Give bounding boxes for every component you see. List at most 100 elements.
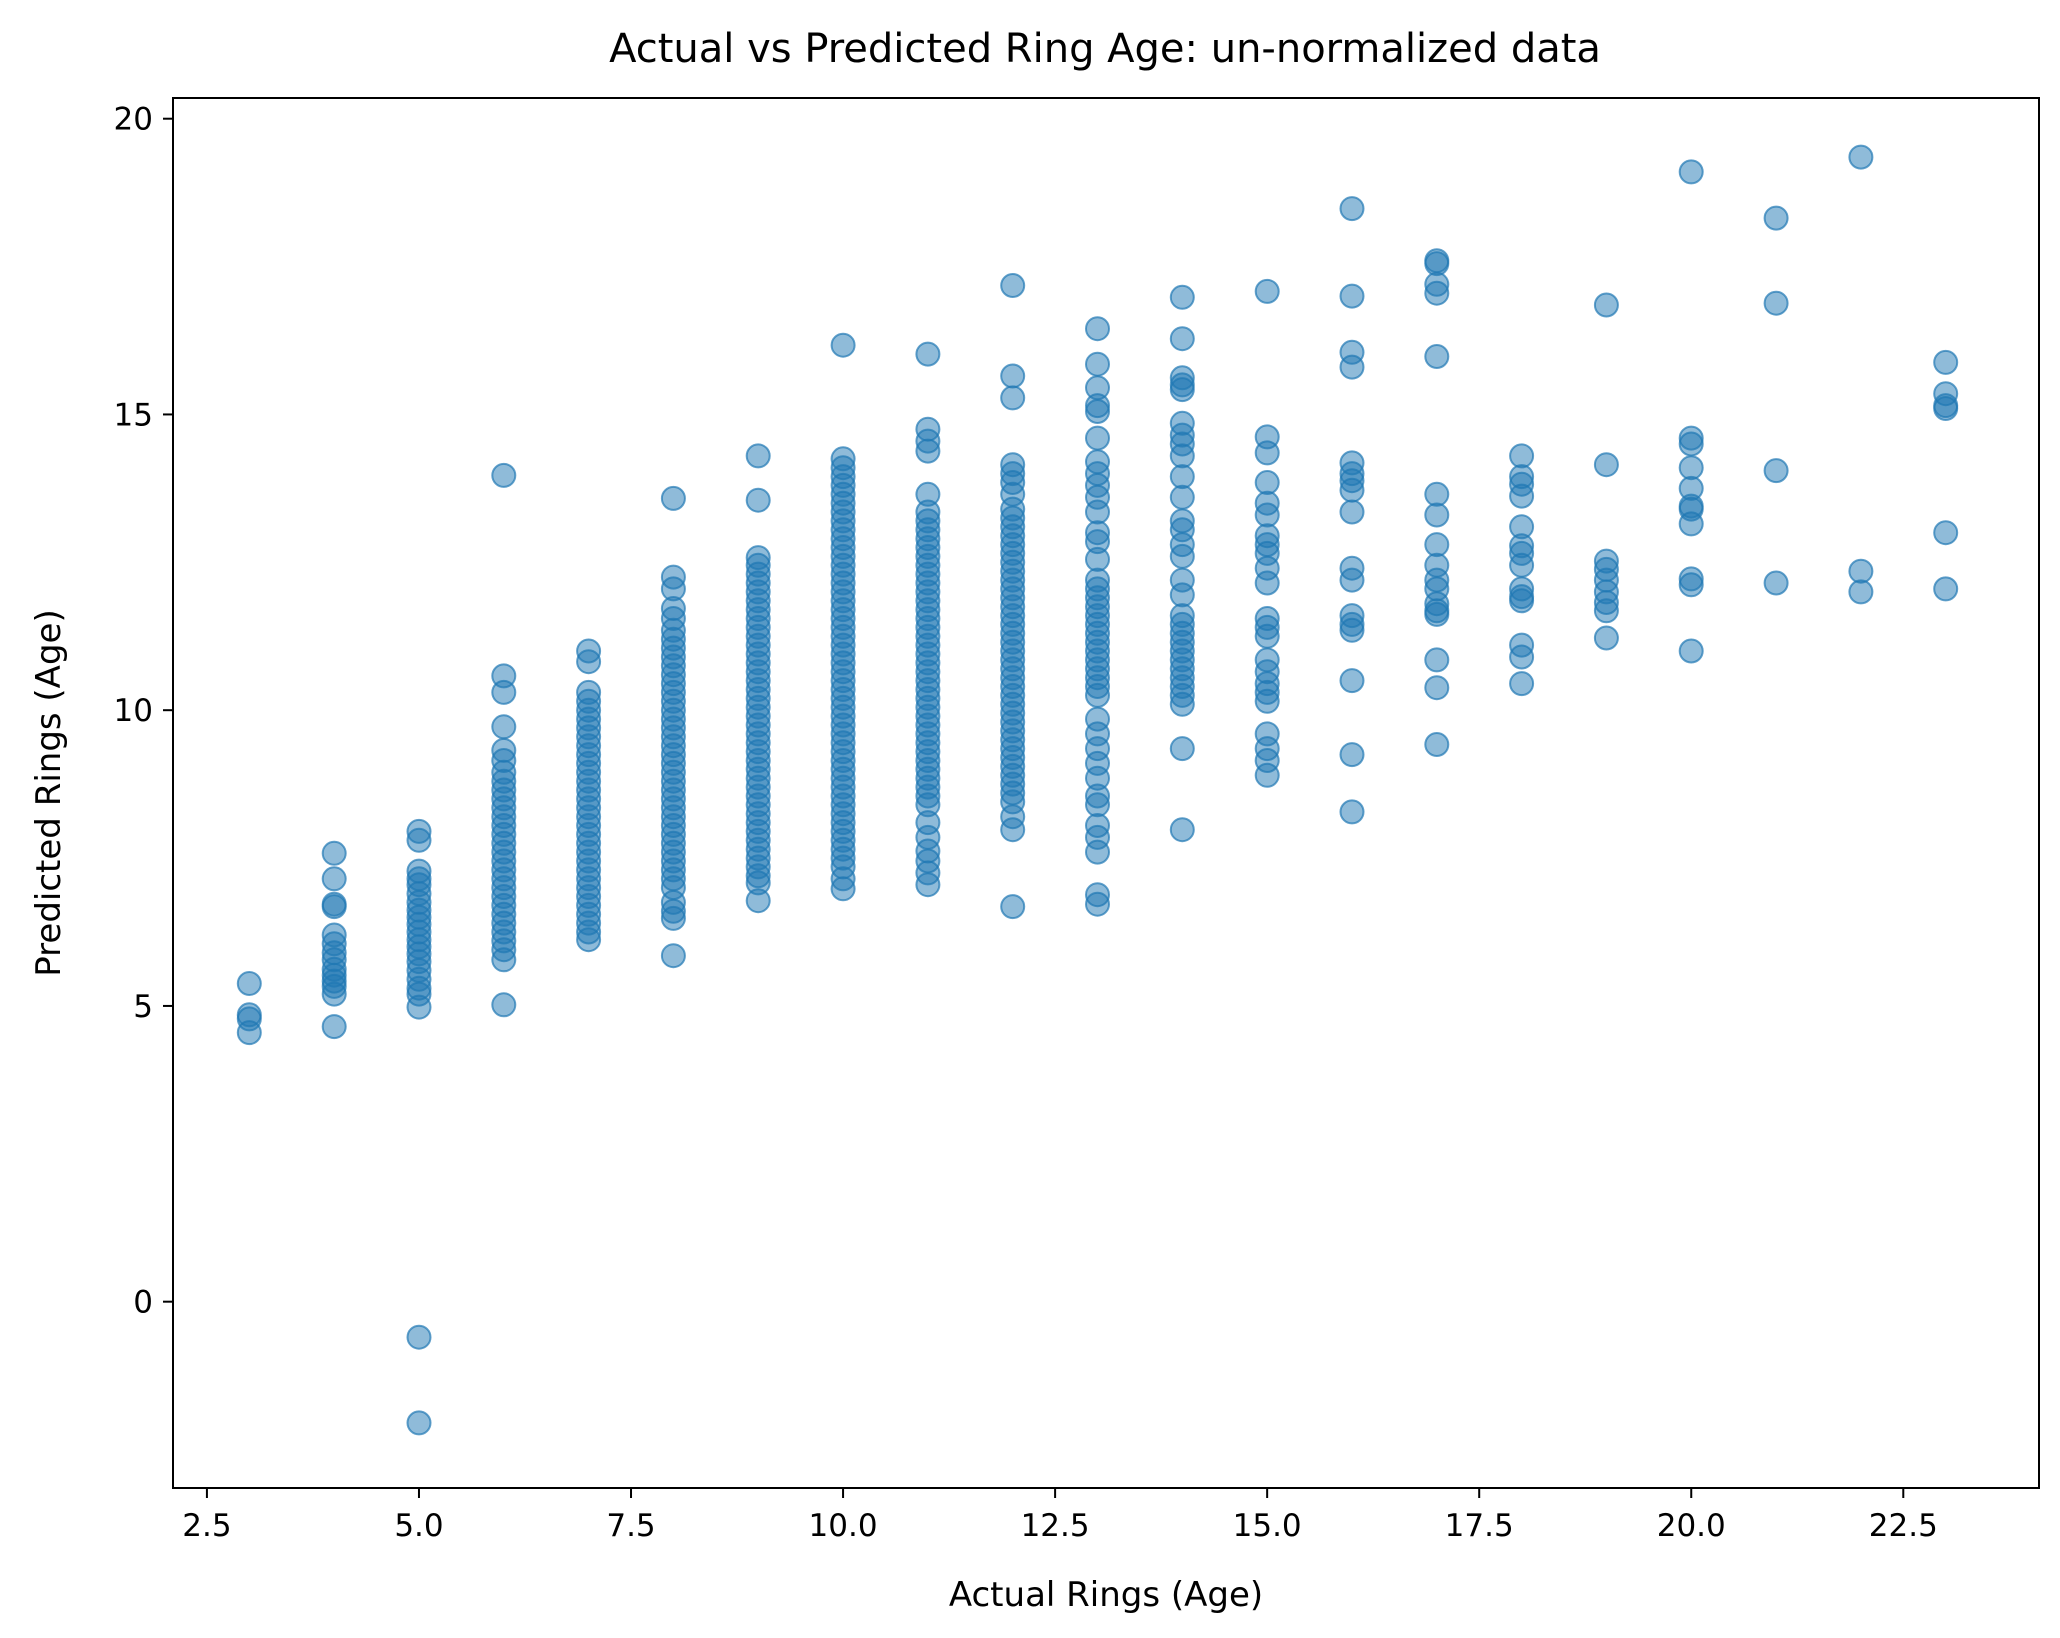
data-point: [1509, 483, 1535, 509]
data-point: [1339, 477, 1365, 503]
data-point: [1169, 443, 1195, 469]
data-point: [1000, 273, 1026, 298]
data-point: [491, 462, 517, 488]
data-point: [576, 927, 602, 953]
data-point: [1848, 579, 1874, 605]
data-point: [1169, 326, 1195, 352]
data-point: [1254, 570, 1280, 596]
data-point: [1424, 532, 1450, 558]
data-point: [1254, 623, 1280, 649]
data-point: [1085, 792, 1110, 818]
data-point: [576, 649, 602, 675]
x-axis-label: Actual Rings (Age): [949, 1575, 1263, 1615]
data-point: [1593, 292, 1619, 318]
data-point: [1085, 425, 1110, 451]
data-point: [1085, 351, 1110, 377]
y-tick-label: 20: [114, 102, 153, 138]
data-points: [236, 144, 1959, 1436]
data-point: [1169, 484, 1195, 510]
x-tick-label: 10.0: [809, 1508, 878, 1544]
data-point: [1339, 196, 1365, 222]
data-point: [1509, 552, 1535, 578]
data-point: [1339, 742, 1365, 768]
data-point: [1169, 284, 1195, 310]
data-point: [491, 992, 517, 1018]
data-point: [1424, 481, 1450, 507]
data-point: [321, 981, 347, 1007]
data-point: [1763, 458, 1789, 484]
data-point: [1933, 396, 1959, 421]
data-point: [660, 905, 686, 931]
data-point: [1169, 691, 1195, 717]
data-point: [236, 1020, 262, 1046]
data-point: [660, 485, 686, 511]
data-point: [1339, 617, 1365, 643]
data-point: [1254, 762, 1280, 788]
data-point: [1000, 817, 1026, 843]
data-point: [1424, 502, 1450, 528]
data-point: [1169, 736, 1195, 762]
data-point: [406, 1324, 432, 1350]
data-point: [1169, 377, 1195, 403]
data-point: [1848, 144, 1874, 170]
x-tick-label: 15.0: [1233, 1508, 1302, 1544]
data-point: [1085, 399, 1110, 424]
data-point: [1169, 582, 1195, 608]
data-point: [1678, 455, 1704, 481]
data-point: [1509, 588, 1535, 614]
data-point: [1933, 349, 1959, 375]
data-point: [1424, 732, 1450, 757]
data-point: [1593, 452, 1619, 478]
data-point: [1509, 443, 1535, 469]
data-point: [491, 714, 517, 740]
data-point: [1678, 638, 1704, 664]
data-point: [406, 994, 432, 1020]
x-tick-label: 5.0: [394, 1508, 443, 1544]
data-point: [321, 840, 347, 866]
data-point: [1254, 278, 1280, 304]
data-point: [1085, 839, 1110, 865]
data-point: [1678, 572, 1704, 598]
data-point: [1678, 431, 1704, 457]
data-point: [1254, 502, 1280, 528]
x-axis-ticks: 2.5 5.0 7.5 10.0 12.5 15.0 17.5 20.0 22.5: [182, 1488, 1938, 1544]
data-point: [1509, 671, 1535, 697]
y-axis-ticks: 0 5 10 15 20: [114, 102, 173, 1321]
data-point: [830, 876, 856, 902]
data-point: [1763, 290, 1789, 316]
data-point: [1339, 567, 1365, 593]
x-tick-label: 20.0: [1657, 1508, 1726, 1544]
y-tick-label: 15: [114, 397, 153, 433]
x-tick-label: 12.5: [1021, 1508, 1090, 1544]
data-point: [236, 971, 262, 996]
data-point: [1254, 688, 1280, 714]
data-point: [1254, 440, 1280, 466]
data-point: [1763, 570, 1789, 596]
data-point: [1254, 470, 1280, 495]
data-point: [1509, 644, 1535, 670]
plot-frame: [172, 97, 2040, 1489]
y-axis-label: Predicted Rings (Age): [29, 609, 69, 976]
x-tick-label: 7.5: [606, 1508, 655, 1544]
data-point: [1339, 799, 1365, 825]
data-point: [1000, 894, 1026, 920]
data-point: [1169, 464, 1195, 490]
data-point: [406, 827, 432, 853]
data-point: [1424, 675, 1450, 701]
data-point: [745, 888, 771, 914]
data-point: [1339, 354, 1365, 380]
data-point: [1339, 668, 1365, 694]
data-point: [1933, 576, 1959, 602]
data-point: [1169, 543, 1195, 569]
data-point: [321, 1014, 347, 1040]
data-point: [1085, 316, 1110, 342]
data-point: [1339, 499, 1365, 525]
data-point: [321, 894, 347, 920]
data-point: [1763, 205, 1789, 231]
data-point: [1678, 511, 1704, 537]
data-point: [915, 872, 941, 898]
x-tick-label: 17.5: [1445, 1508, 1514, 1544]
data-point: [491, 947, 517, 973]
